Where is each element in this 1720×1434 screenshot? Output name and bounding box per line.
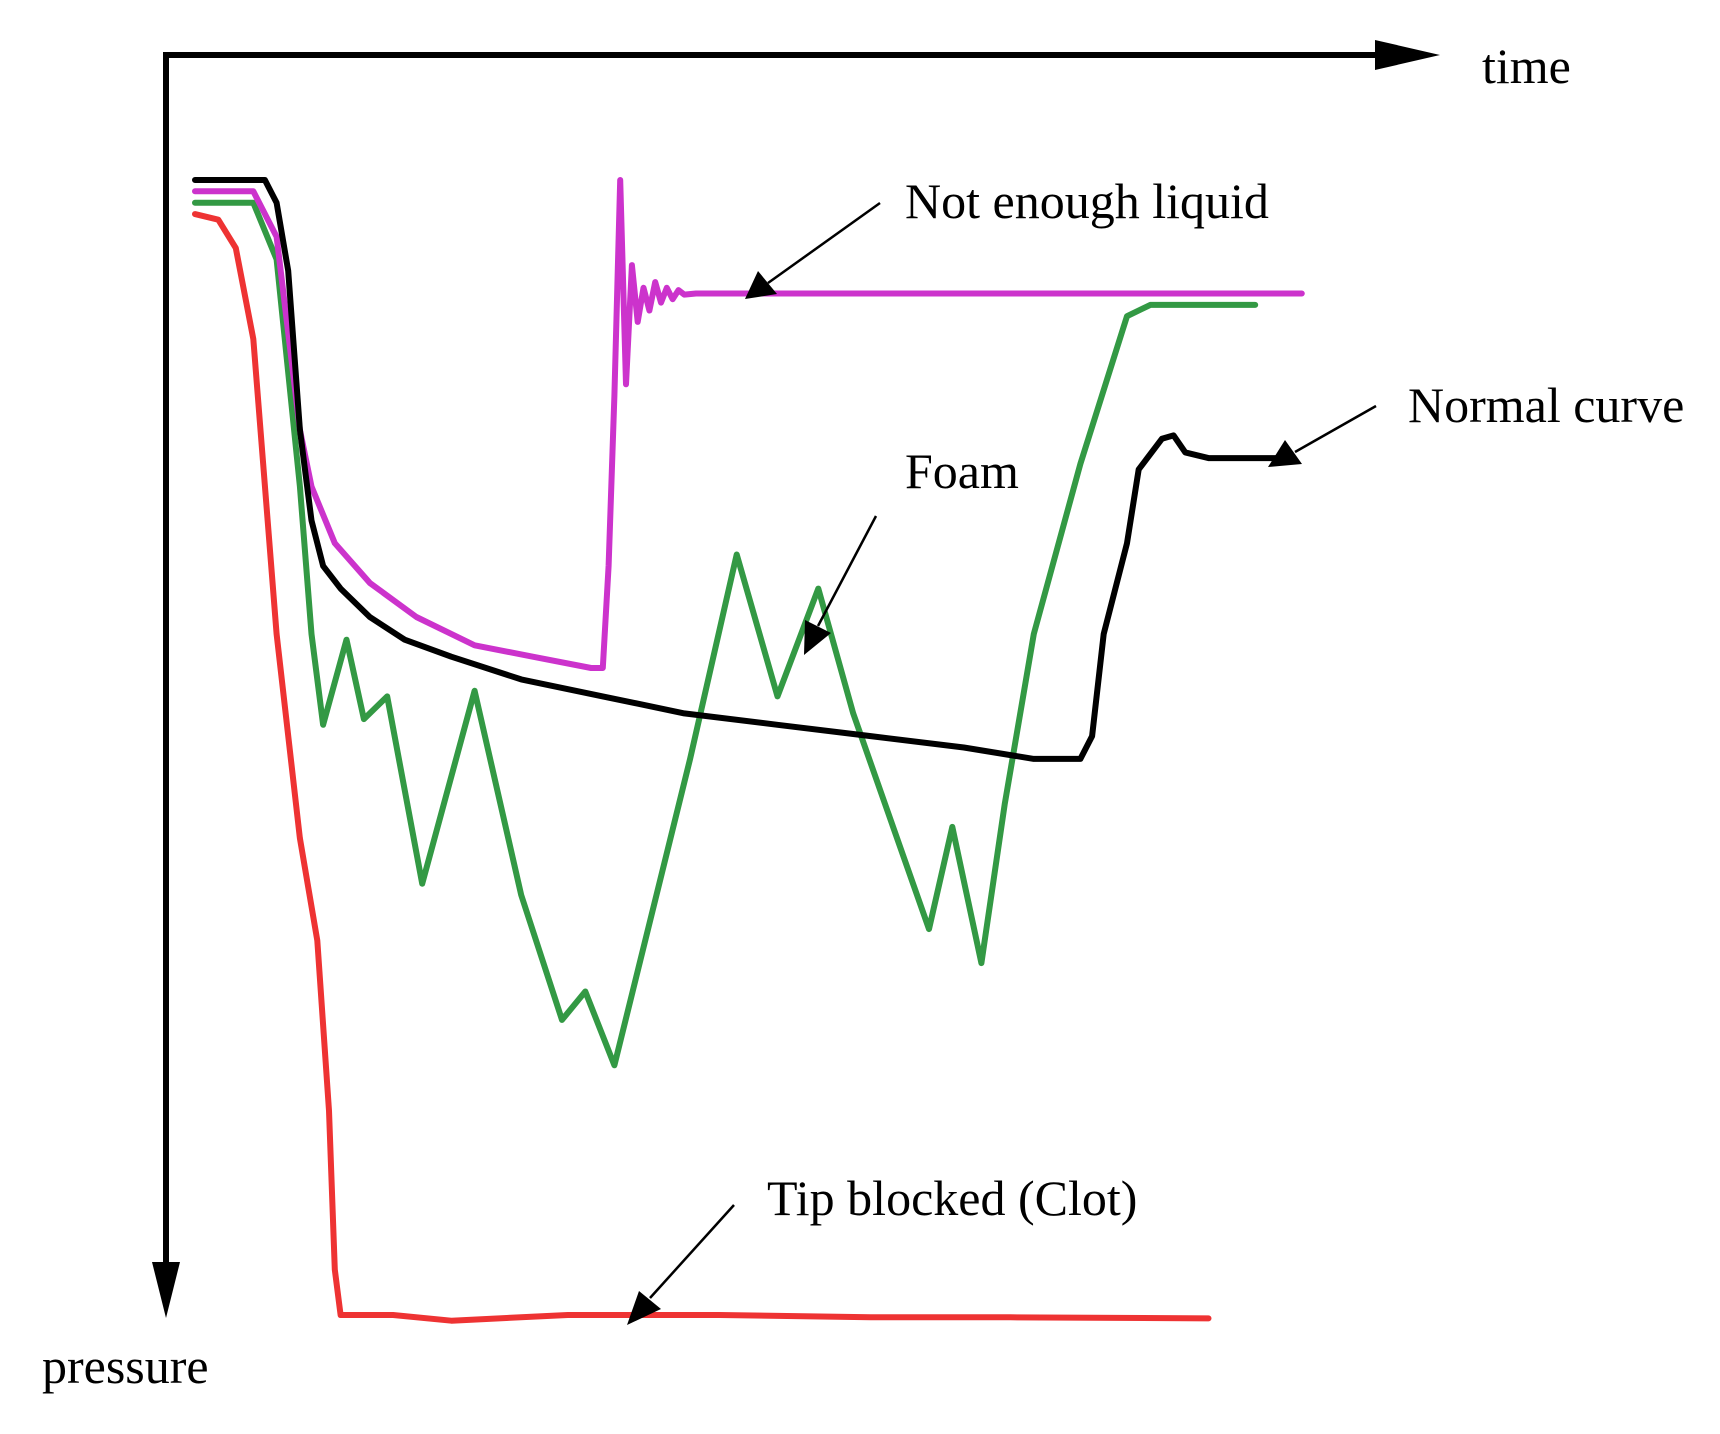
annotation-not-enough-liquid: Not enough liquid — [745, 173, 1269, 299]
y-axis-arrowhead — [152, 1262, 180, 1318]
annotation-arrowhead-not-enough-liquid — [745, 271, 777, 299]
annotations: Not enough liquid Normal curve Foam Tip … — [627, 173, 1684, 1325]
annotation-foam: Foam — [804, 443, 1019, 655]
annotation-arrow-normal-curve — [1294, 404, 1377, 454]
series-line-normal-curve — [192, 177, 1282, 762]
y-axis-label: pressure — [42, 1338, 209, 1394]
annotation-arrow-foam — [816, 515, 878, 627]
annotation-arrowhead-normal-curve — [1268, 440, 1302, 467]
series-line-not-enough-liquid — [192, 177, 1305, 671]
x-axis-label: time — [1482, 38, 1571, 94]
annotation-normal-curve: Normal curve — [1268, 377, 1684, 467]
series-layer — [192, 177, 1305, 1324]
annotation-tip-blocked: Tip blocked (Clot) — [627, 1170, 1137, 1325]
series-line-foam — [192, 199, 1259, 1069]
annotation-label-not-enough-liquid: Not enough liquid — [905, 173, 1269, 229]
annotation-label-tip-blocked: Tip blocked (Clot) — [767, 1170, 1137, 1226]
annotation-arrowhead-foam — [804, 620, 831, 655]
annotation-label-normal-curve: Normal curve — [1408, 377, 1684, 433]
annotation-arrow-tip-blocked — [649, 1204, 735, 1299]
annotation-arrow-not-enough-liquid — [767, 201, 881, 285]
series-line-tip-blocked-clot — [192, 211, 1212, 1324]
x-axis-arrowhead — [1375, 40, 1440, 70]
annotation-label-foam: Foam — [905, 443, 1019, 499]
annotation-arrowhead-tip-blocked — [627, 1291, 661, 1325]
axes — [152, 40, 1440, 1318]
